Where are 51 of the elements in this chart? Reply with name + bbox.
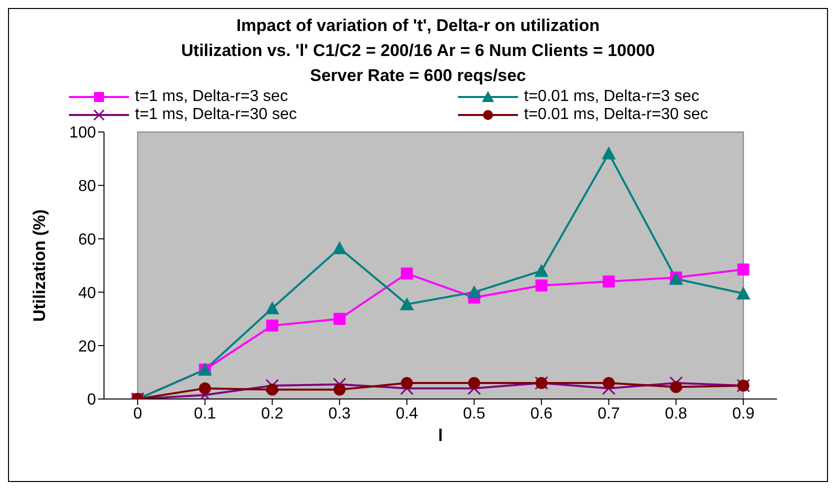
point: [736, 286, 750, 300]
x-tick-label: 0.9: [732, 405, 755, 422]
point: [467, 382, 481, 396]
point: [265, 301, 280, 314]
y-tick-label: 60: [78, 231, 96, 248]
point: [400, 297, 414, 310]
point: [670, 380, 682, 393]
x-tick-label: 0: [133, 405, 142, 422]
legend-label: t=1 ms, Delta-r=30 sec: [135, 106, 297, 124]
point: [266, 378, 279, 392]
legend-label: t=0.01 ms, Delta-r=3 sec: [524, 88, 700, 106]
legend-label: t=0.01 ms, Delta-r=30 sec: [524, 106, 708, 124]
point: [332, 241, 347, 254]
y-axis-title: Utilization (%): [30, 209, 50, 322]
x-tick-label: 0.6: [530, 405, 553, 422]
y-tick-label: 80: [78, 178, 96, 196]
y-tick-label: 40: [78, 284, 96, 302]
chart-subtitle: Utilization vs. 'l' C1/C2 = 200/16 Ar = 6 Num Clients = 10000 Server Rate = 600 reqs/sec: [180, 40, 656, 87]
point: [534, 264, 548, 277]
point: [334, 384, 346, 396]
point: [737, 264, 750, 276]
legend-label: t=1 ms, Delta-r=3 sec: [135, 88, 288, 106]
point: [602, 146, 616, 160]
point: [198, 388, 212, 399]
point: [400, 376, 413, 389]
chart-title: Impact of variation of 't', Delta-r on utilization: [235, 15, 601, 37]
point: [332, 378, 346, 392]
x-tick-label: 0.4: [396, 405, 418, 422]
y-tick-label: 100: [69, 124, 96, 142]
point: [602, 382, 616, 396]
point: [535, 280, 548, 292]
x-tick-label: 0.7: [598, 405, 620, 422]
point: [400, 382, 414, 396]
x-tick-label: 0.8: [664, 405, 688, 422]
y-tick-label: 0: [87, 392, 96, 409]
point: [266, 384, 278, 396]
point: [334, 312, 346, 325]
y-tick-label: 20: [78, 338, 96, 356]
x-tick-label: 0.5: [463, 405, 486, 422]
point: [266, 320, 278, 332]
point: [602, 276, 615, 288]
point: [468, 376, 480, 389]
point: [467, 285, 482, 298]
point: [198, 382, 211, 394]
x-tick-label: 0.1: [194, 405, 216, 422]
point: [602, 376, 615, 389]
x-axis-title: l: [438, 426, 443, 445]
x-tick-label: 0.2: [261, 405, 284, 422]
point: [669, 376, 683, 390]
x-tick-label: 0.3: [328, 405, 351, 422]
point: [400, 268, 413, 280]
